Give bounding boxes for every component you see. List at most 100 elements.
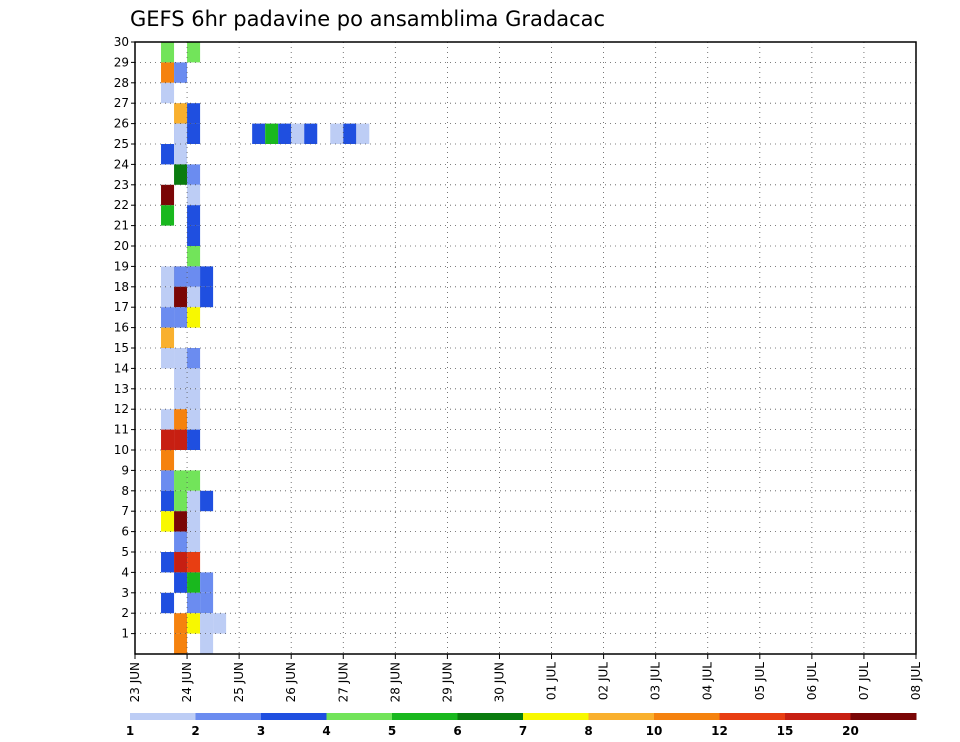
heat-cell [174, 511, 188, 532]
colorbar-label: 1 [126, 724, 134, 738]
colorbar-swatch [850, 713, 917, 720]
heat-cell [200, 572, 214, 593]
y-tick-label: 3 [121, 586, 129, 600]
y-tick-label: 28 [114, 76, 129, 90]
x-tick-label: 02 JUL [597, 662, 611, 700]
y-tick-label: 17 [114, 300, 129, 314]
heat-cell [187, 592, 201, 614]
heat-cell [200, 633, 214, 654]
heat-cell [161, 470, 175, 491]
colorbar: 1 2 3 4 5 6 7 8 10 12 15 20 [126, 713, 917, 738]
colorbar-label: 20 [842, 724, 859, 738]
colorbar-label: 15 [777, 724, 794, 738]
y-tick-label: 22 [114, 198, 129, 212]
colorbar-label: 12 [711, 724, 728, 738]
heat-cell [278, 123, 292, 144]
y-tick-label: 11 [114, 423, 129, 437]
heat-cell [304, 123, 318, 144]
heat-cell [174, 388, 188, 410]
heat-cell [187, 613, 201, 634]
heat-cell [161, 82, 175, 104]
y-tick-label: 1 [121, 627, 129, 641]
colorbar-swatch [195, 713, 262, 720]
x-tick-label: 24 JUN [180, 662, 194, 702]
y-tick-label: 21 [114, 219, 129, 233]
x-tick-label: 26 JUN [284, 662, 298, 702]
x-tick-label: 23 JUN [128, 662, 142, 702]
heat-cell [200, 286, 214, 308]
heat-cell [174, 103, 188, 124]
heat-cell [187, 490, 201, 512]
heatmap-cells [161, 42, 370, 654]
heat-cell [174, 470, 188, 491]
heat-cell [161, 144, 175, 165]
heat-cell [200, 266, 214, 287]
y-tick-label: 24 [114, 157, 129, 171]
y-tick-label: 27 [114, 96, 129, 110]
x-tick-label: 04 JUL [701, 662, 715, 700]
heat-cell [330, 123, 344, 144]
heat-cell [161, 348, 175, 369]
y-tick-label: 9 [121, 463, 129, 477]
heat-cell [187, 225, 201, 246]
heat-cell [187, 531, 201, 552]
heat-cell [291, 123, 305, 144]
heat-cell [356, 123, 370, 144]
heat-cell [187, 470, 201, 491]
x-tick-label: 01 JUL [545, 662, 559, 700]
heat-cell [161, 266, 175, 287]
y-tick-label: 15 [114, 341, 129, 355]
x-tick-label: 03 JUL [649, 662, 663, 700]
colorbar-swatch [523, 713, 589, 720]
colorbar-label: 4 [322, 724, 330, 738]
y-tick-label: 8 [121, 484, 129, 498]
x-tick-label: 07 JUL [857, 662, 871, 700]
heat-cell [174, 409, 188, 430]
x-tick-label: 29 JUN [440, 662, 454, 702]
heat-cell [174, 62, 188, 83]
heat-cell [187, 552, 201, 573]
heat-cell [187, 388, 201, 410]
grid-lines [135, 42, 916, 654]
heat-cell [174, 123, 188, 144]
heat-cell [187, 266, 201, 287]
heat-cell [161, 327, 175, 348]
y-tick-label: 16 [114, 321, 129, 335]
heat-cell [174, 633, 188, 654]
heat-cell [174, 572, 188, 593]
y-tick-label: 13 [114, 382, 129, 396]
heat-cell [174, 552, 188, 573]
heat-cell [187, 42, 201, 63]
y-tick-label: 18 [114, 280, 129, 294]
y-tick-label: 30 [114, 35, 129, 49]
heat-cell [187, 123, 201, 144]
heat-cell [174, 266, 188, 287]
heat-cell [174, 531, 188, 552]
heat-cell [187, 511, 201, 532]
y-tick-label: 19 [114, 259, 129, 273]
heat-cell [187, 307, 201, 328]
chart-title: GEFS 6hr padavine po ansamblima Gradacac [130, 7, 605, 31]
heat-cell [174, 286, 188, 308]
x-tick-label: 25 JUN [232, 662, 246, 702]
colorbar-label: 3 [257, 724, 265, 738]
y-tick-label: 25 [114, 137, 129, 151]
colorbar-label: 5 [388, 724, 396, 738]
colorbar-swatch [457, 713, 524, 720]
heat-cell [187, 103, 201, 124]
x-tick-label: 27 JUN [336, 662, 350, 702]
y-tick-label: 5 [121, 545, 129, 559]
y-tick-label: 12 [114, 402, 129, 416]
heat-cell [174, 164, 188, 185]
colorbar-swatch [654, 713, 720, 720]
heat-cell [343, 123, 357, 144]
heat-cell [174, 144, 188, 165]
heat-cell [161, 552, 175, 573]
heat-cell [200, 592, 214, 614]
heat-cell [213, 613, 227, 634]
heat-cell [187, 572, 201, 593]
colorbar-label: 6 [453, 724, 461, 738]
heat-cell [200, 613, 214, 634]
y-tick-label: 4 [121, 565, 129, 579]
heat-cell [161, 184, 175, 206]
